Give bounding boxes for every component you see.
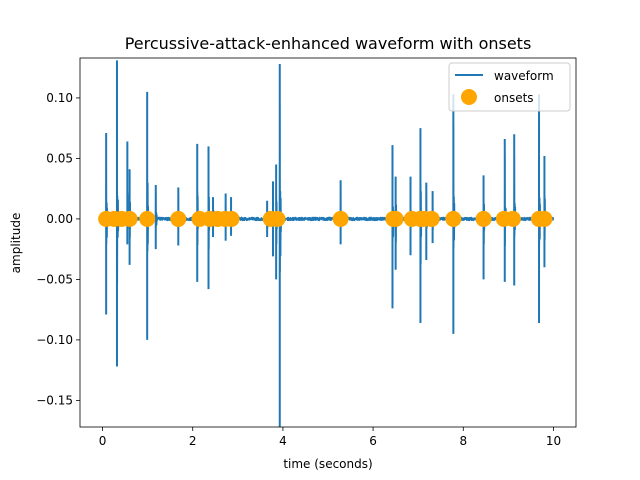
y-axis-label: amplitude [9,213,23,274]
x-tick-label: 10 [546,434,561,448]
waveform-line [101,91,555,285]
legend: waveform onsets [448,62,571,112]
onset-marker [387,210,404,227]
x-tick-label: 0 [99,434,107,448]
x-tick-label: 6 [369,434,377,448]
series-layer [98,60,555,427]
legend-waveform-label: waveform [494,69,554,83]
plot-frame [79,57,577,428]
onset-marker [223,210,240,227]
x-tick-label: 2 [189,434,197,448]
legend-onsets-swatch [461,89,477,105]
legend-onsets-label: onsets [494,91,534,105]
onset-marker [445,210,462,227]
y-tick-label: 0.00 [46,212,73,226]
onset-marker [504,210,521,227]
x-tick-label: 8 [459,434,467,448]
y-tick-label: −0.05 [36,272,73,286]
onset-marker [332,210,349,227]
onset-marker [269,210,286,227]
x-axis-label: time (seconds) [283,457,372,471]
onset-marker [475,210,492,227]
x-tick-label: 4 [279,434,287,448]
y-axis-ticks: −0.15 −0.10 −0.05 0.00 0.05 0.10 [36,91,80,407]
onset-marker [121,210,138,227]
y-tick-label: 0.10 [46,91,73,105]
chart-title: Percussive-attack-enhanced waveform with… [125,34,532,53]
y-tick-label: −0.15 [36,393,73,407]
onset-marker [139,210,156,227]
y-tick-label: 0.05 [46,151,73,165]
onset-marker [423,210,440,227]
onset-marker [536,210,553,227]
x-axis-ticks: 0 2 4 6 8 10 [99,427,561,448]
onset-marker [170,210,187,227]
y-tick-label: −0.10 [36,333,73,347]
